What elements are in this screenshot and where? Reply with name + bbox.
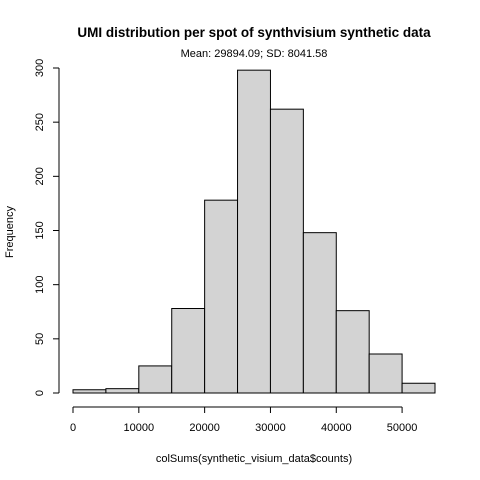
y-tick-label: 0 — [34, 390, 46, 396]
histogram-bar — [138, 365, 173, 394]
histogram-bar — [368, 353, 403, 394]
histogram-bar — [269, 108, 304, 394]
x-tick-label: 50000 — [387, 422, 418, 434]
bars-group — [72, 69, 436, 394]
histogram-bar — [237, 69, 271, 394]
histogram-bar — [335, 310, 370, 394]
x-tick-label: 20000 — [189, 422, 220, 434]
x-tick-label: 10000 — [124, 422, 155, 434]
y-tick-label: 200 — [34, 167, 46, 185]
chart-title: UMI distribution per spot of synthvisium… — [77, 25, 431, 40]
x-tick-label: 40000 — [321, 422, 352, 434]
x-tick-label: 0 — [70, 422, 76, 434]
histogram-bar — [105, 388, 140, 394]
y-axis-label: Frequency — [4, 206, 16, 258]
histogram-bar — [72, 389, 107, 394]
x-tick-label: 30000 — [255, 422, 286, 434]
y-tick-label: 300 — [34, 59, 46, 77]
y-tick-label: 100 — [34, 275, 46, 293]
histogram-bar — [302, 232, 337, 394]
histogram-bar — [171, 308, 206, 394]
x-axis-label: colSums(synthetic_visium_data$counts) — [156, 453, 352, 465]
chart-subtitle: Mean: 29894.09; SD: 8041.58 — [181, 48, 328, 60]
histogram-bar — [204, 199, 239, 394]
y-tick-label: 50 — [34, 333, 46, 345]
histogram-bar — [401, 382, 436, 394]
x-axis: 0 10000 20000 30000 40000 50000 — [70, 406, 418, 434]
y-tick-label: 150 — [34, 221, 46, 239]
y-axis: 0 50 100 150 200 250 300 — [34, 59, 60, 396]
y-tick-label: 250 — [34, 113, 46, 131]
